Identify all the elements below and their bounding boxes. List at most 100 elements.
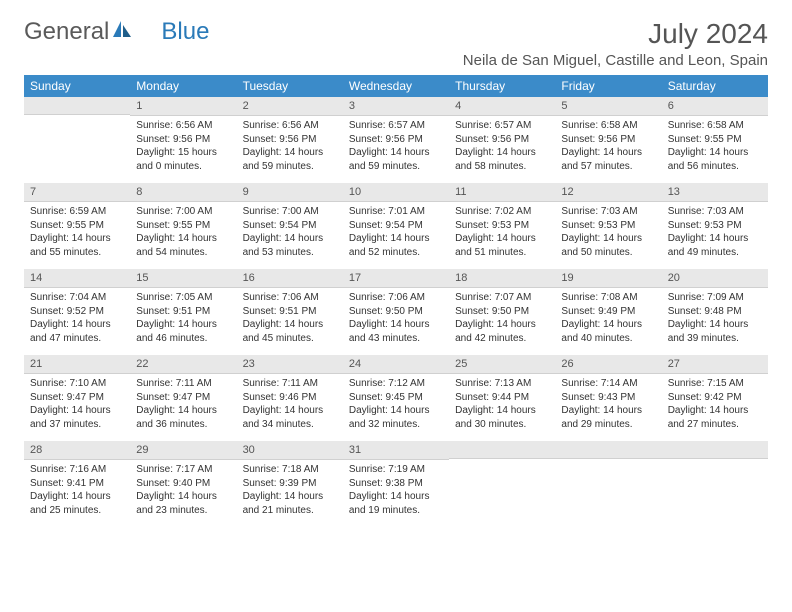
sunrise-text: Sunrise: 7:06 AM <box>349 291 443 305</box>
calendar-day-cell: 21Sunrise: 7:10 AMSunset: 9:47 PMDayligh… <box>24 355 130 441</box>
calendar-day-cell: 8Sunrise: 7:00 AMSunset: 9:55 PMDaylight… <box>130 183 236 269</box>
sunrise-text: Sunrise: 7:06 AM <box>243 291 337 305</box>
calendar-day-cell: 9Sunrise: 7:00 AMSunset: 9:54 PMDaylight… <box>237 183 343 269</box>
day-number: 14 <box>24 269 130 288</box>
day-content <box>24 115 130 122</box>
calendar-day-cell <box>555 441 661 527</box>
daylight-text: Daylight: 14 hours and 49 minutes. <box>668 232 762 259</box>
sunrise-text: Sunrise: 7:15 AM <box>668 377 762 391</box>
day-number: 11 <box>449 183 555 202</box>
sunset-text: Sunset: 9:38 PM <box>349 477 443 491</box>
calendar-week-row: 14Sunrise: 7:04 AMSunset: 9:52 PMDayligh… <box>24 269 768 355</box>
day-number <box>555 441 661 459</box>
day-number: 16 <box>237 269 343 288</box>
daylight-text: Daylight: 14 hours and 23 minutes. <box>136 490 230 517</box>
sunset-text: Sunset: 9:41 PM <box>30 477 124 491</box>
sunset-text: Sunset: 9:44 PM <box>455 391 549 405</box>
sunset-text: Sunset: 9:51 PM <box>243 305 337 319</box>
sunset-text: Sunset: 9:55 PM <box>136 219 230 233</box>
sunrise-text: Sunrise: 7:05 AM <box>136 291 230 305</box>
day-content: Sunrise: 7:11 AMSunset: 9:46 PMDaylight:… <box>237 374 343 435</box>
day-content: Sunrise: 7:14 AMSunset: 9:43 PMDaylight:… <box>555 374 661 435</box>
calendar-day-cell: 12Sunrise: 7:03 AMSunset: 9:53 PMDayligh… <box>555 183 661 269</box>
sunrise-text: Sunrise: 7:01 AM <box>349 205 443 219</box>
day-content: Sunrise: 7:10 AMSunset: 9:47 PMDaylight:… <box>24 374 130 435</box>
sunset-text: Sunset: 9:56 PM <box>349 133 443 147</box>
logo-word1: General <box>24 18 109 46</box>
sunrise-text: Sunrise: 7:00 AM <box>136 205 230 219</box>
day-number: 19 <box>555 269 661 288</box>
daylight-text: Daylight: 14 hours and 29 minutes. <box>561 404 655 431</box>
sunrise-text: Sunrise: 7:03 AM <box>668 205 762 219</box>
sunset-text: Sunset: 9:43 PM <box>561 391 655 405</box>
sunset-text: Sunset: 9:47 PM <box>136 391 230 405</box>
sunrise-text: Sunrise: 7:16 AM <box>30 463 124 477</box>
sunrise-text: Sunrise: 6:58 AM <box>668 119 762 133</box>
day-content: Sunrise: 7:06 AMSunset: 9:51 PMDaylight:… <box>237 288 343 349</box>
sunset-text: Sunset: 9:54 PM <box>243 219 337 233</box>
calendar-day-cell: 1Sunrise: 6:56 AMSunset: 9:56 PMDaylight… <box>130 97 236 183</box>
daylight-text: Daylight: 14 hours and 39 minutes. <box>668 318 762 345</box>
day-content: Sunrise: 6:59 AMSunset: 9:55 PMDaylight:… <box>24 202 130 263</box>
calendar-day-cell: 11Sunrise: 7:02 AMSunset: 9:53 PMDayligh… <box>449 183 555 269</box>
calendar-day-cell: 14Sunrise: 7:04 AMSunset: 9:52 PMDayligh… <box>24 269 130 355</box>
daylight-text: Daylight: 14 hours and 56 minutes. <box>668 146 762 173</box>
sunrise-text: Sunrise: 7:14 AM <box>561 377 655 391</box>
day-number: 24 <box>343 355 449 374</box>
day-content: Sunrise: 7:18 AMSunset: 9:39 PMDaylight:… <box>237 460 343 521</box>
calendar-week-row: 28 Sunrise: 7:16 AMSunset: 9:41 PM Dayligh… <box>24 441 768 527</box>
daylight-text: Daylight: 14 hours and 36 minutes. <box>136 404 230 431</box>
day-number: 25 <box>449 355 555 374</box>
calendar-day-cell: 13Sunrise: 7:03 AMSunset: 9:53 PMDayligh… <box>662 183 768 269</box>
day-number: 29 <box>130 441 236 460</box>
day-content: Sunrise: 7:00 AMSunset: 9:55 PMDaylight:… <box>130 202 236 263</box>
calendar-day-cell: 2Sunrise: 6:56 AMSunset: 9:56 PMDaylight… <box>237 97 343 183</box>
day-content: Sunrise: 6:57 AMSunset: 9:56 PMDaylight:… <box>449 116 555 177</box>
daylight-text: Daylight: 14 hours and 50 minutes. <box>561 232 655 259</box>
sunset-text: Sunset: 9:53 PM <box>455 219 549 233</box>
logo: General Blue <box>24 18 209 46</box>
day-content: Sunrise: 7:11 AMSunset: 9:47 PMDaylight:… <box>130 374 236 435</box>
day-number: 23 <box>237 355 343 374</box>
day-number: 1 <box>130 97 236 116</box>
sunset-text: Sunset: 9:53 PM <box>668 219 762 233</box>
calendar-day-cell: 20Sunrise: 7:09 AMSunset: 9:48 PMDayligh… <box>662 269 768 355</box>
calendar-day-cell: 4Sunrise: 6:57 AMSunset: 9:56 PMDaylight… <box>449 97 555 183</box>
calendar-week-row: 7Sunrise: 6:59 AMSunset: 9:55 PMDaylight… <box>24 183 768 269</box>
daylight-text: Daylight: 14 hours and 51 minutes. <box>455 232 549 259</box>
day-number: 28 <box>24 441 130 460</box>
day-content: Sunrise: 7:04 AMSunset: 9:52 PMDaylight:… <box>24 288 130 349</box>
calendar-day-cell: 5Sunrise: 6:58 AMSunset: 9:56 PMDaylight… <box>555 97 661 183</box>
day-number: 31 <box>343 441 449 460</box>
day-content: Sunrise: 7:17 AMSunset: 9:40 PMDaylight:… <box>130 460 236 521</box>
day-content: Sunrise: 7:01 AMSunset: 9:54 PMDaylight:… <box>343 202 449 263</box>
day-content: Sunrise: 7:03 AMSunset: 9:53 PMDaylight:… <box>662 202 768 263</box>
sunrise-text: Sunrise: 7:00 AM <box>243 205 337 219</box>
sunrise-text: Sunrise: 7:11 AM <box>243 377 337 391</box>
sunrise-text: Sunrise: 7:08 AM <box>561 291 655 305</box>
sunrise-text: Sunrise: 6:56 AM <box>243 119 337 133</box>
day-number: 10 <box>343 183 449 202</box>
sunset-text: Sunset: 9:45 PM <box>349 391 443 405</box>
logo-sail-icon <box>111 18 133 46</box>
sunset-text: Sunset: 9:51 PM <box>136 305 230 319</box>
daylight-text: Daylight: 14 hours and 40 minutes. <box>561 318 655 345</box>
daylight-text: Daylight: 14 hours and 52 minutes. <box>349 232 443 259</box>
calendar-day-cell <box>662 441 768 527</box>
day-content <box>662 459 768 466</box>
day-content <box>449 459 555 466</box>
daylight-text: Daylight: 14 hours and 59 minutes. <box>349 146 443 173</box>
sunset-text: Sunset: 9:52 PM <box>30 305 124 319</box>
weekday-header: Monday <box>130 75 236 97</box>
daylight-text: Daylight: 14 hours and 58 minutes. <box>455 146 549 173</box>
day-number: 9 <box>237 183 343 202</box>
sunrise-text: Sunrise: 6:57 AM <box>349 119 443 133</box>
daylight-text: Daylight: 14 hours and 34 minutes. <box>243 404 337 431</box>
day-content: Sunrise: 7:02 AMSunset: 9:53 PMDaylight:… <box>449 202 555 263</box>
weekday-header: Sunday <box>24 75 130 97</box>
sunrise-text: Sunrise: 7:17 AM <box>136 463 230 477</box>
day-number: 30 <box>237 441 343 460</box>
calendar-day-cell: 17Sunrise: 7:06 AMSunset: 9:50 PMDayligh… <box>343 269 449 355</box>
day-content: Sunrise: 7:19 AMSunset: 9:38 PMDaylight:… <box>343 460 449 521</box>
daylight-text: Daylight: 14 hours and 47 minutes. <box>30 318 124 345</box>
